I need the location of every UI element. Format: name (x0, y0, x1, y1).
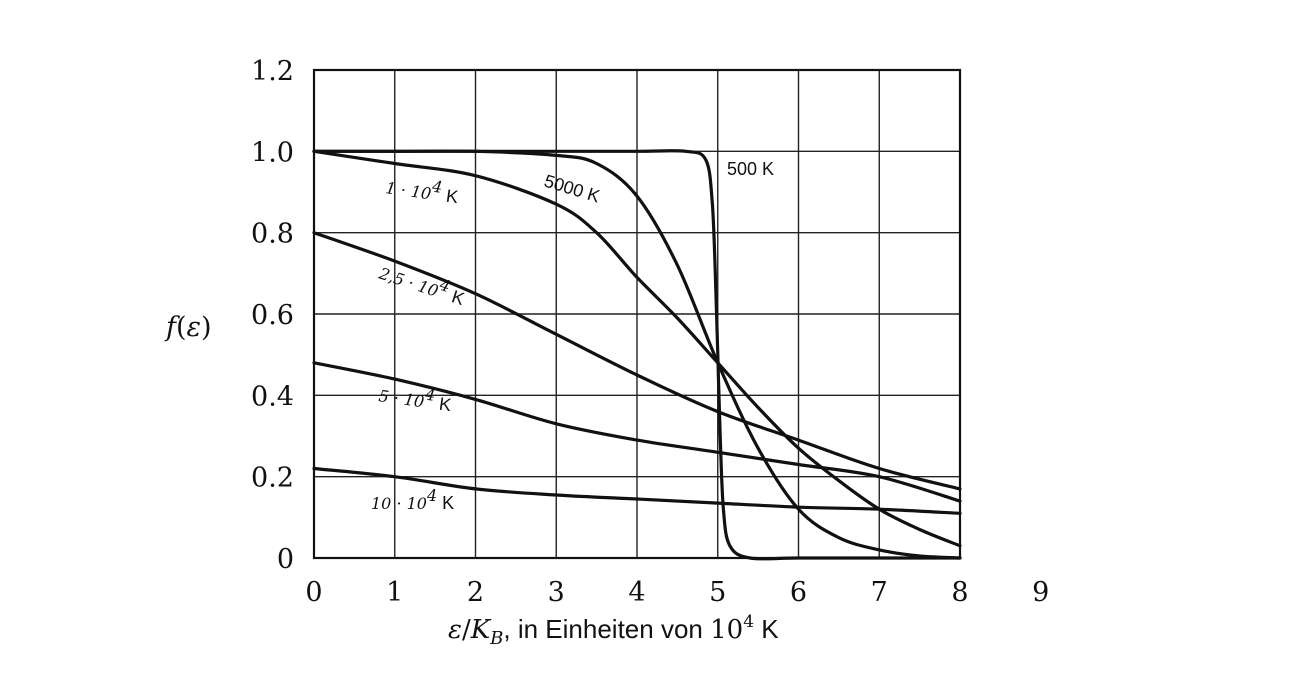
y-axis-label-eps: ε (187, 312, 202, 343)
series-line-4 (312, 361, 962, 503)
x-tick-label: 1 (386, 577, 403, 608)
x-axis-label: ε/KB, in Einheiten von 104 K (448, 612, 779, 649)
y-tick-label: 0.8 (251, 219, 294, 250)
y-tick-label: 0.2 (251, 463, 294, 494)
x-tick-label: 2 (467, 577, 484, 608)
x-tick-label: 9 (1032, 577, 1049, 608)
series-line-1 (312, 149, 962, 560)
grid (314, 69, 960, 558)
x-axis-label-exp: 4 (743, 612, 754, 632)
series-line-5 (312, 466, 962, 515)
y-axis-label-open: ( (176, 312, 187, 343)
series-line-2 (312, 149, 962, 548)
x-axis-label-b: B (489, 628, 503, 649)
x-tick-label: 8 (951, 577, 968, 608)
x-axis-label-slash: / (462, 615, 471, 645)
x-tick-label: 4 (628, 577, 645, 608)
curve-label-25e4K: 2,5 · 104 K (376, 256, 469, 309)
curve-label-1e4K-unit: K (440, 185, 460, 207)
x-tick-label: 3 (548, 577, 565, 608)
curve-label-10e4K: 10 · 104 K (371, 486, 454, 513)
curve-label-5e4K-prefix: 5 · 10 (377, 386, 425, 411)
y-tick-label: 1.0 (251, 137, 294, 168)
plot-frame (312, 68, 962, 560)
y-tick-label: 0.4 (251, 381, 294, 412)
curve-label-1e4K: 1 · 104 K (384, 170, 460, 207)
y-tick-labels: 0 0.2 0.4 0.6 0.8 1.0 1.2 (251, 56, 294, 575)
x-tick-label: 7 (871, 577, 888, 608)
curve-label-25e4K-unit: K (445, 285, 467, 309)
x-axis-label-eps: ε (448, 615, 462, 645)
x-axis-label-k: K (470, 615, 492, 645)
x-axis-label-text: , in Einheiten von (503, 614, 710, 644)
curve-label-10e4K-prefix: 10 · 10 (371, 494, 427, 513)
curve-label-10e4K-exp: 4 (426, 486, 437, 505)
x-tick-label: 5 (709, 577, 726, 608)
curve-label-25e4K-prefix: 2,5 · 10 (376, 263, 441, 300)
y-axis-label-close: ) (201, 312, 212, 343)
x-axis-label-unit: K (754, 614, 779, 644)
x-tick-label: 0 (305, 577, 322, 608)
curve-label-1e4K-prefix: 1 · 10 (384, 178, 432, 203)
curve-label-1e4K-exp: 4 (430, 176, 444, 196)
y-tick-label: 0.6 (251, 300, 294, 331)
x-tick-labels: 0 1 2 3 4 5 6 7 8 9 (305, 577, 1049, 608)
y-tick-label: 1.2 (251, 56, 294, 87)
x-axis-label-ten: 10 (710, 615, 743, 645)
x-tick-label: 6 (790, 577, 807, 608)
y-axis-label: f(ε) (164, 312, 212, 343)
series-line-3 (312, 231, 962, 491)
curve-label-5e4K-exp: 4 (423, 384, 437, 404)
curve-label-500K: 500 K (727, 159, 774, 179)
curve-label-5e4K-unit: K (433, 393, 453, 415)
curve-label-10e4K-unit: K (437, 493, 454, 513)
y-tick-label: 0 (277, 544, 294, 575)
